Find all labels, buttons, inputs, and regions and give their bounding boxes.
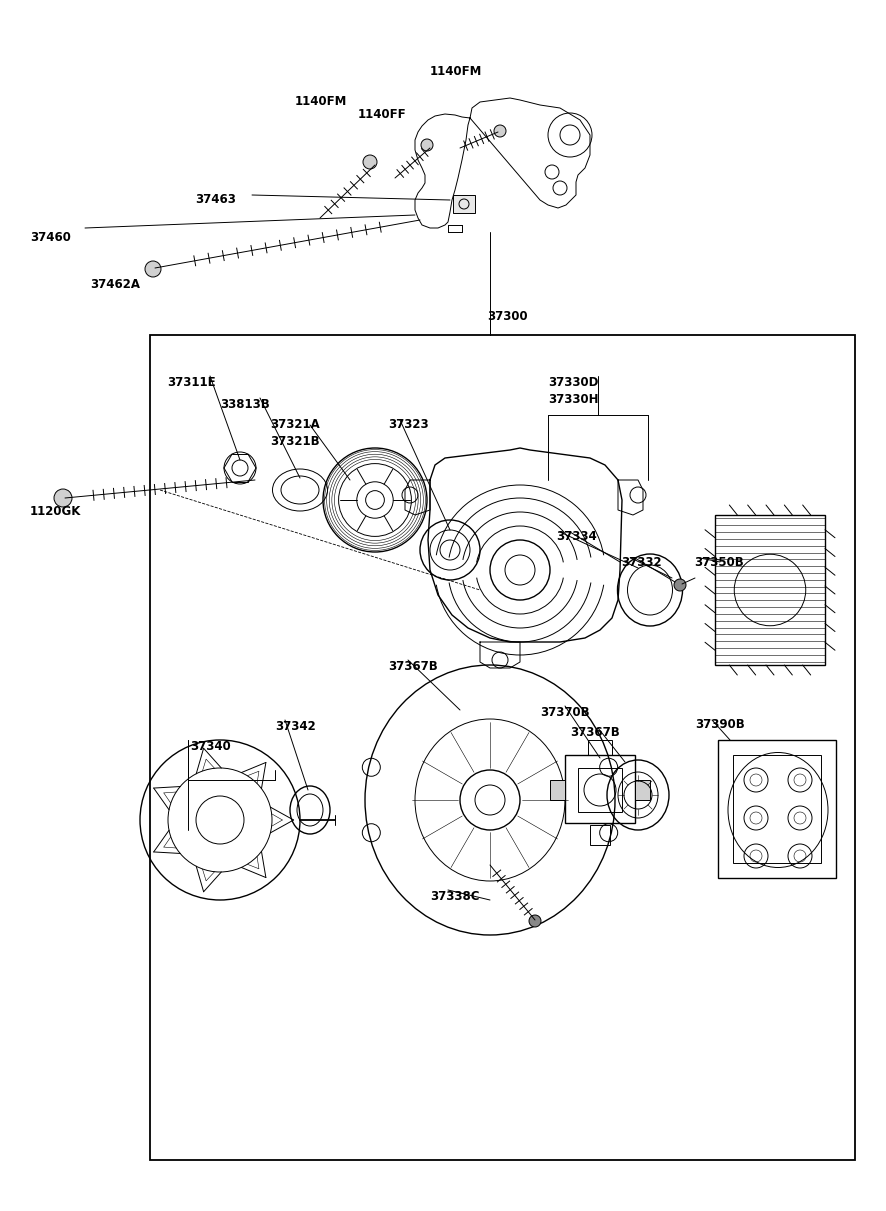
Bar xyxy=(718,740,836,878)
Bar xyxy=(715,515,825,665)
Bar xyxy=(590,825,610,845)
Text: 33813B: 33813B xyxy=(220,398,269,411)
Bar xyxy=(550,780,565,800)
Text: 37342: 37342 xyxy=(275,721,315,733)
Text: 37462A: 37462A xyxy=(90,279,140,291)
Text: 1140FM: 1140FM xyxy=(295,94,347,108)
Bar xyxy=(565,754,635,823)
Circle shape xyxy=(494,125,506,137)
Text: 37390B: 37390B xyxy=(695,718,745,731)
Text: 37460: 37460 xyxy=(30,231,71,243)
Text: 37370B: 37370B xyxy=(540,706,589,719)
Text: 37334: 37334 xyxy=(556,530,597,543)
Text: 37463: 37463 xyxy=(195,193,236,206)
Text: 1140FF: 1140FF xyxy=(358,108,407,121)
Bar xyxy=(733,754,821,863)
Text: 37321A: 37321A xyxy=(270,418,320,431)
Circle shape xyxy=(145,262,161,277)
Circle shape xyxy=(363,155,377,170)
Circle shape xyxy=(54,489,72,507)
Text: 37338C: 37338C xyxy=(430,890,479,903)
Bar xyxy=(635,780,650,800)
Bar xyxy=(588,740,612,754)
Text: 37350B: 37350B xyxy=(694,556,743,569)
Text: 37367B: 37367B xyxy=(388,660,438,673)
Text: 37311E: 37311E xyxy=(167,375,215,389)
Text: 37330H: 37330H xyxy=(548,394,599,406)
Text: 37340: 37340 xyxy=(190,740,230,753)
Circle shape xyxy=(529,916,541,926)
Bar xyxy=(453,195,475,213)
Text: 37323: 37323 xyxy=(388,418,429,431)
Text: 37332: 37332 xyxy=(621,556,662,569)
Circle shape xyxy=(421,139,433,151)
Bar xyxy=(150,335,855,1160)
Bar xyxy=(578,768,622,813)
Text: 1120GK: 1120GK xyxy=(30,505,82,518)
Text: 37321B: 37321B xyxy=(270,435,320,448)
Text: 37300: 37300 xyxy=(487,310,528,323)
Text: 37367B: 37367B xyxy=(570,727,619,739)
Circle shape xyxy=(674,579,686,591)
Text: 1140FM: 1140FM xyxy=(430,65,482,78)
Text: 37330D: 37330D xyxy=(548,375,598,389)
